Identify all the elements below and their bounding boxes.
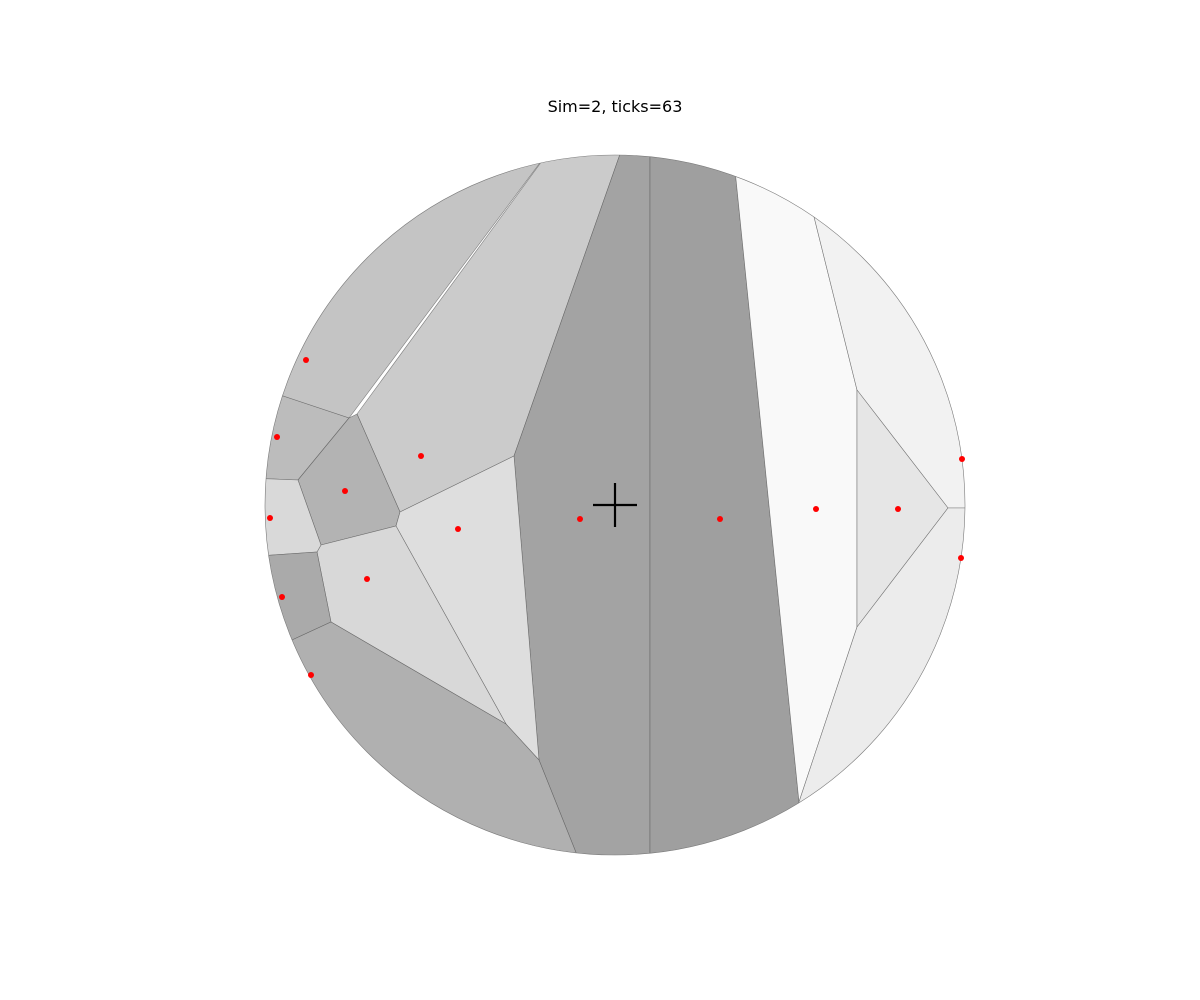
- site-point: [418, 453, 424, 459]
- voronoi-cell: [265, 475, 322, 561]
- site-point: [959, 456, 965, 462]
- site-point: [895, 506, 901, 512]
- site-point: [308, 672, 314, 678]
- figure-title: Sim=2, ticks=63: [548, 97, 683, 116]
- voronoi-cell: [265, 551, 332, 641]
- site-point: [455, 526, 461, 532]
- site-point: [717, 516, 723, 522]
- site-point: [279, 594, 285, 600]
- site-point: [364, 576, 370, 582]
- site-point: [958, 555, 964, 561]
- site-point: [303, 357, 309, 363]
- crosshair-marker: [593, 483, 637, 527]
- voronoi-cells: [265, 155, 965, 855]
- disk-boundary: [264, 154, 966, 856]
- site-point: [342, 488, 348, 494]
- site-point: [274, 434, 280, 440]
- site-point: [577, 516, 583, 522]
- voronoi-sites: [267, 357, 965, 678]
- site-point: [267, 515, 273, 521]
- site-point: [813, 506, 819, 512]
